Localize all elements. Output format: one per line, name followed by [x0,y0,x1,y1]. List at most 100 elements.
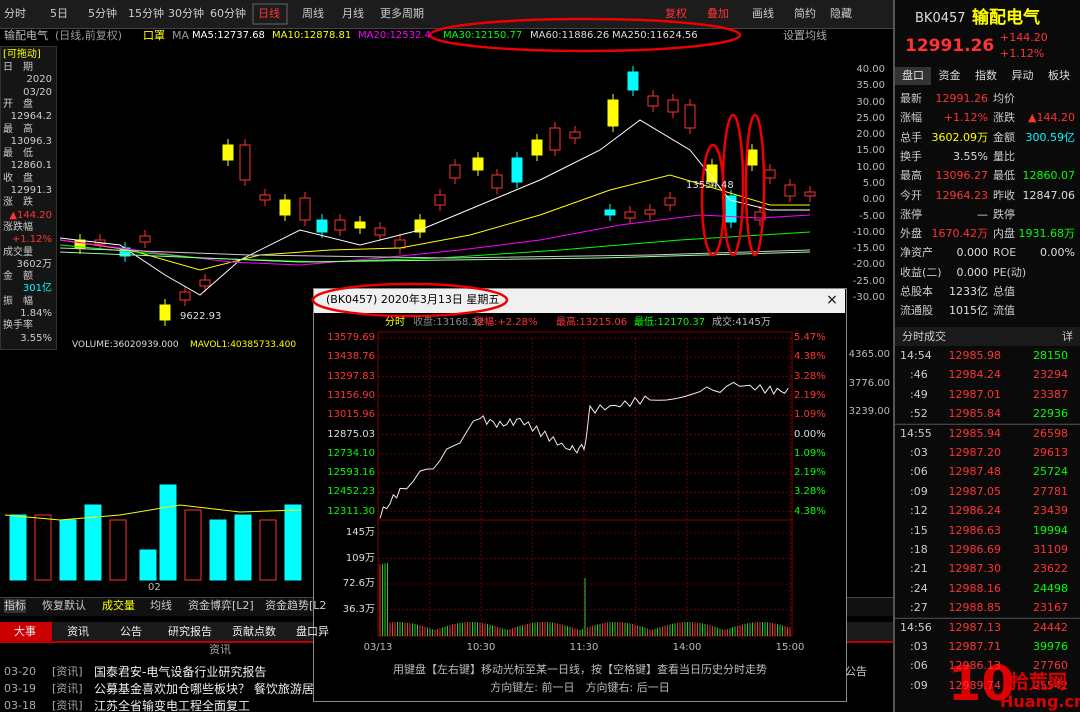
period-button[interactable]: 分时 [4,7,26,20]
label: 13096.3 [10,135,52,147]
news-link[interactable]: 江苏全省输变电工程全面复工 [94,699,251,712]
label: 涨跌幅 [3,221,33,233]
label: 涨停 [900,207,922,221]
label: +1.12% [943,111,988,125]
quote-tab[interactable]: 异动 [1011,69,1034,82]
price-line [379,381,789,519]
news-link[interactable]: 公募基金喜欢加仓哪些板块？ 餐饮旅游居 [94,682,314,696]
candle-body [199,279,211,287]
tool-button[interactable]: 画线 [752,7,774,20]
period-button[interactable]: 5分钟 [88,7,117,20]
label: 内盘 [993,227,1015,241]
period-button[interactable]: 更多周期 [380,7,424,20]
annotation [428,17,742,53]
settings-button[interactable]: 设置均线 [783,29,827,42]
candle-body [354,221,366,229]
tool-button[interactable]: 简约 [794,7,816,20]
volume-bar [139,549,157,581]
candle-body [627,71,639,91]
period-button[interactable]: 月线 [342,7,364,20]
label: 1.09% [794,447,826,459]
news-tab[interactable]: 资讯 [67,625,89,638]
label: 12734.10 [327,447,375,459]
period-button[interactable]: 30分钟 [168,7,204,20]
label: ▲144.20 [9,209,52,221]
label: 最新 [900,92,922,105]
label: 资讯 [209,643,231,656]
news-tab[interactable]: 大事 [14,625,36,638]
label: 29613 [1033,446,1068,459]
news-tab[interactable]: 盘口异 [296,625,329,638]
ma-line [59,119,810,296]
trades-header [895,327,1080,346]
label: 12847.06 [1022,188,1076,202]
detail-button[interactable]: 详 [1062,330,1073,343]
period-button[interactable]: 周线 [302,7,324,20]
label: 均价 [993,92,1015,105]
label: 12860.07 [1022,169,1076,183]
label: 14:55 [900,426,932,440]
label: 最 高 [3,123,33,135]
quote-tab[interactable]: 指数 [975,69,997,82]
label: 03/13 [363,642,393,653]
label: +1.12% [11,234,52,246]
vol-ma [4,504,301,521]
indicator-tab[interactable]: 指标 [4,599,26,613]
tool-button[interactable]: 隐藏 [830,7,852,20]
volume-bar [284,504,302,581]
tool-button[interactable]: 复权 [665,7,687,20]
label: 4.38% [794,351,826,363]
label: 分时成交 [902,330,946,343]
label: :12 [910,504,928,518]
indicator-tab[interactable]: 恢复默认 [42,599,86,612]
label: :03 [910,446,928,459]
label: 23167 [1033,601,1068,615]
candle-body [667,99,679,113]
y-tick-label: 25.00 [856,112,885,124]
tool-button[interactable]: 叠加 [707,7,729,20]
news-tab[interactable]: 公告 [120,625,142,638]
news-link[interactable]: 国泰君安-电气设备行业研究报告 [94,665,267,679]
indicator-tab[interactable]: 均线 [150,599,172,612]
label: 12452.23 [327,486,375,498]
annotation [700,143,726,257]
label: 300.59亿 [1025,130,1076,144]
news-tab[interactable]: 贡献点数 [232,625,276,638]
volume-bar [59,519,77,581]
volume-bar [34,514,52,581]
candle-body [664,197,676,206]
label: 用键盘【左右键】移动光标至某一日线，按【空格键】查看当日历史分时走势 [393,663,767,676]
period-button[interactable]: 60分钟 [210,7,246,20]
ma-line [59,214,811,266]
label: MA250:11624.56 [612,30,698,41]
label: 量比 [993,149,1015,163]
quote-tab[interactable]: 板块 [1048,69,1070,82]
indicator-tab[interactable]: 成交量 [102,599,135,612]
period-button[interactable]: 15分钟 [128,7,164,20]
label: 收益(二) [900,265,942,279]
candle-body [222,144,234,161]
period-button[interactable]: 5日 [50,7,68,20]
label: 2020 [26,74,52,86]
candle-body [334,219,346,231]
label: 2.19% [794,467,826,479]
label: :27 [910,601,928,615]
candle-body [754,211,766,221]
label: 公告 [845,665,867,678]
label: 12860.1 [10,160,52,172]
label: :18 [910,543,928,556]
news-tab[interactable]: 研究报告 [168,625,212,638]
indicator-tab[interactable]: 资金趋势[L2 [265,599,327,612]
candle-body [569,131,581,139]
label: 12985.98 [948,349,1002,362]
label: 14:00 [672,642,702,653]
quote-tab[interactable]: 盘口 [902,69,924,82]
indicator-tab[interactable]: 资金博弈[L2] [188,599,254,612]
period-button[interactable]: 日线 [258,7,280,20]
label: 最 低 [3,148,33,160]
close-button[interactable]: × [826,292,838,308]
label: 总手 [900,130,922,144]
label: :49 [910,387,928,401]
quote-tab[interactable]: 资金 [938,69,961,82]
label: :24 [910,581,928,595]
